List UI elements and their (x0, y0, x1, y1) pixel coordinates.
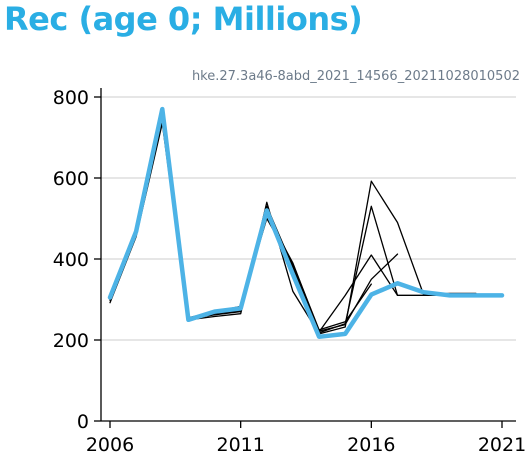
chart-subtitle: hke.27.3a46-8abd_2021_14566_202110280105… (191, 69, 520, 84)
y-tick-label: 200 (53, 330, 89, 352)
y-tick-label: 400 (53, 249, 89, 271)
series-group (107, 106, 505, 340)
series-line-retro-5 (109, 110, 372, 331)
y-tick-label: 800 (53, 87, 89, 109)
x-tick-label: 2006 (86, 434, 134, 456)
x-tick-label: 2021 (478, 434, 526, 456)
chart-title: Rec (age 0; Millions) (4, 0, 363, 38)
series-line-main (107, 106, 505, 340)
x-tick-label: 2016 (347, 434, 395, 456)
y-tick-label: 0 (77, 411, 89, 433)
y-tick-label: 600 (53, 168, 89, 190)
axes: 0 200 400 600 800 2006 2011 2016 2021 (53, 87, 526, 456)
series-line-retro-1 (109, 122, 477, 335)
x-tick-label: 2011 (216, 434, 264, 456)
